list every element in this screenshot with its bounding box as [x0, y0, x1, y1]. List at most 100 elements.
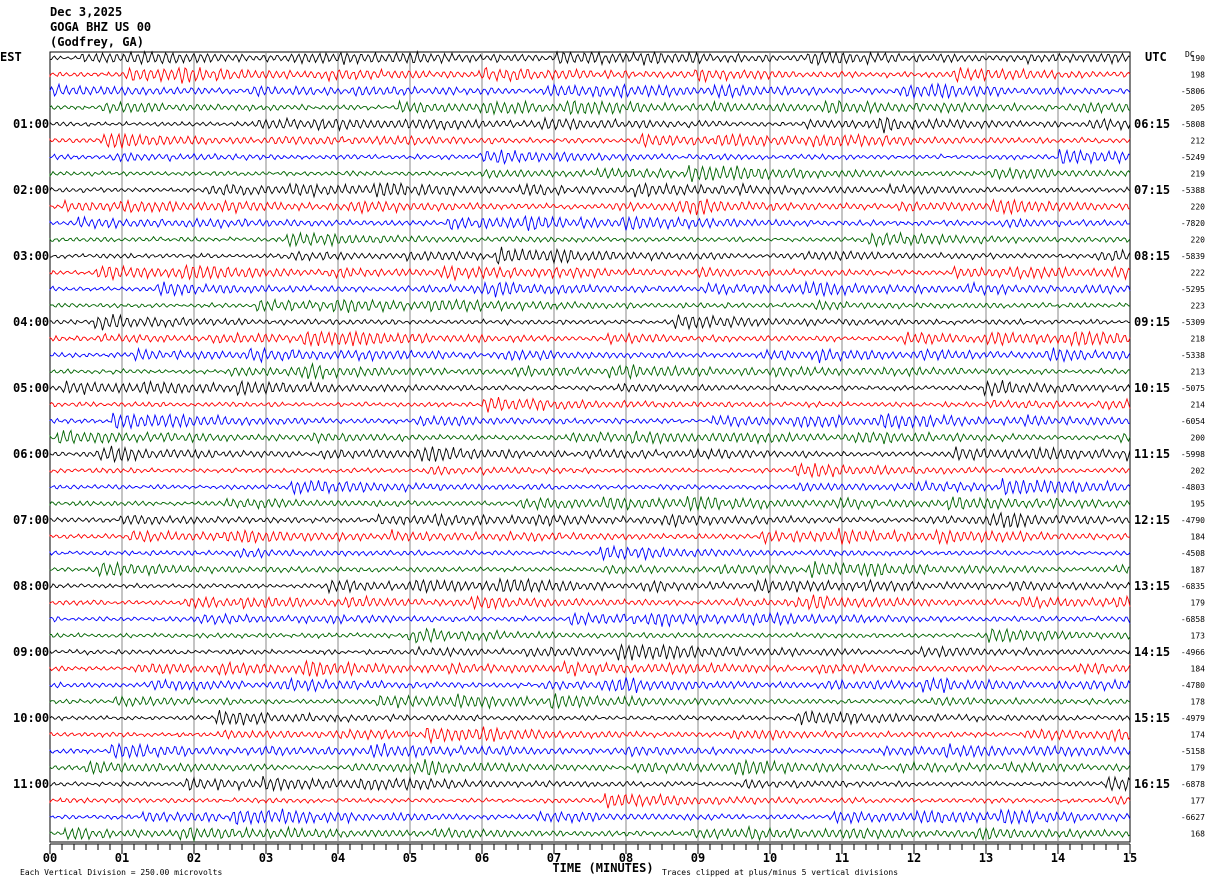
seismic-trace [49, 82, 1131, 100]
x-tick-label: 07 [547, 851, 561, 865]
seismic-trace [49, 527, 1131, 546]
dc-offset-label: -4966 [1181, 648, 1205, 657]
x-tick-label: 15 [1123, 851, 1137, 865]
dc-offset-label: -4780 [1181, 681, 1205, 690]
dc-offset-label: -7820 [1181, 219, 1205, 228]
dc-offset-label: -5338 [1181, 351, 1205, 360]
seismic-trace [49, 462, 1131, 479]
dc-offset-label: 177 [1191, 797, 1206, 806]
dc-offset-label: 184 [1191, 533, 1206, 542]
location-label: (Godfrey, GA) [50, 35, 144, 49]
x-tick-label: 05 [403, 851, 417, 865]
dc-offset-label: 178 [1191, 698, 1206, 707]
dc-offset-label: 220 [1191, 203, 1206, 212]
dc-offset-label: -5839 [1181, 252, 1205, 261]
seismic-trace [49, 775, 1131, 793]
left-timezone-label: EST [0, 50, 22, 64]
seismic-trace [49, 758, 1131, 776]
seismic-trace [49, 792, 1131, 809]
dc-offset-label: 174 [1191, 731, 1206, 740]
seismic-trace [49, 742, 1131, 760]
seismic-trace [49, 445, 1131, 464]
dc-offset-label: 220 [1191, 236, 1206, 245]
vertical-division-note: Each Vertical Division = 250.00 microvol… [20, 868, 222, 877]
dc-offset-label: 179 [1191, 599, 1206, 608]
x-tick-label: 06 [475, 851, 489, 865]
right-hour-label: 10:15 [1134, 381, 1170, 395]
left-hour-label: 09:00 [13, 645, 49, 659]
right-hour-label: 07:15 [1134, 183, 1170, 197]
seismic-trace [49, 544, 1131, 562]
clip-note: Traces clipped at plus/minus 5 vertical … [662, 868, 898, 877]
seismic-trace [49, 496, 1131, 512]
x-tick-label: 02 [187, 851, 201, 865]
seismic-trace [49, 643, 1131, 661]
dc-offset-label: 173 [1191, 632, 1206, 641]
seismic-trace [49, 429, 1131, 445]
seismic-trace [49, 198, 1131, 216]
x-tick-label: 00 [43, 851, 57, 865]
dc-offset-label: -5295 [1181, 285, 1205, 294]
dc-offset-label: -4508 [1181, 549, 1205, 558]
left-hour-label: 08:00 [13, 579, 49, 593]
dc-offset-label: -5808 [1181, 120, 1205, 129]
seismic-trace [49, 280, 1131, 298]
dc-offset-label: 205 [1191, 104, 1206, 113]
seismic-trace [49, 298, 1131, 314]
right-hour-label: 16:15 [1134, 777, 1170, 791]
left-hour-label: 11:00 [13, 777, 49, 791]
seismic-trace [49, 346, 1131, 364]
seismic-trace [49, 181, 1131, 199]
x-tick-label: 01 [115, 851, 129, 865]
seismic-trace [49, 693, 1131, 710]
left-hour-label: 10:00 [13, 711, 49, 725]
seismic-trace [49, 396, 1131, 413]
dc-offset-label: -4803 [1181, 483, 1205, 492]
left-hour-label: 02:00 [13, 183, 49, 197]
seismic-trace [49, 594, 1131, 611]
seismic-trace [49, 329, 1131, 348]
seismic-trace [49, 726, 1131, 745]
x-tick-label: 09 [691, 851, 705, 865]
seismic-trace [49, 611, 1131, 628]
seismic-trace [49, 214, 1131, 231]
plot-frame [49, 51, 1131, 843]
seismic-trace [49, 362, 1131, 380]
dc-offset-label: -5075 [1181, 384, 1205, 393]
left-hour-label: 07:00 [13, 513, 49, 527]
dc-offset-label: 202 [1191, 467, 1206, 476]
dc-offset-label: -6835 [1181, 582, 1205, 591]
dc-offset-label: 198 [1191, 71, 1206, 80]
seismic-trace [49, 263, 1131, 282]
right-hour-label: 12:15 [1134, 513, 1170, 527]
seismic-trace [49, 709, 1131, 726]
x-tick-label: 12 [907, 851, 921, 865]
x-tick-label: 13 [979, 851, 993, 865]
dc-offset-label: 213 [1191, 368, 1206, 377]
seismic-trace [49, 676, 1131, 694]
dc-offset-label: -5249 [1181, 153, 1205, 162]
dc-offset-label: 179 [1191, 764, 1206, 773]
dc-offset-label: 190 [1191, 54, 1206, 63]
seismic-trace [49, 808, 1131, 826]
right-hour-label: 06:15 [1134, 117, 1170, 131]
x-tick-label: 10 [763, 851, 777, 865]
right-hour-label: 08:15 [1134, 249, 1170, 263]
left-hour-label: 06:00 [13, 447, 49, 461]
seismic-trace [49, 478, 1131, 496]
dc-offset-label: -5309 [1181, 318, 1205, 327]
seismic-trace [49, 132, 1131, 149]
seismic-trace [49, 99, 1131, 116]
dc-offset-label: 200 [1191, 434, 1206, 443]
right-hour-label: 14:15 [1134, 645, 1170, 659]
dc-offset-label: -6627 [1181, 813, 1205, 822]
dc-offset-label: 168 [1191, 830, 1206, 839]
x-tick-label: 03 [259, 851, 273, 865]
seismic-trace [49, 511, 1131, 529]
dc-offset-label: -6054 [1181, 417, 1205, 426]
seismic-trace [49, 116, 1131, 134]
seismic-trace [49, 379, 1131, 397]
seismic-trace [49, 627, 1131, 644]
right-hour-label: 11:15 [1134, 447, 1170, 461]
